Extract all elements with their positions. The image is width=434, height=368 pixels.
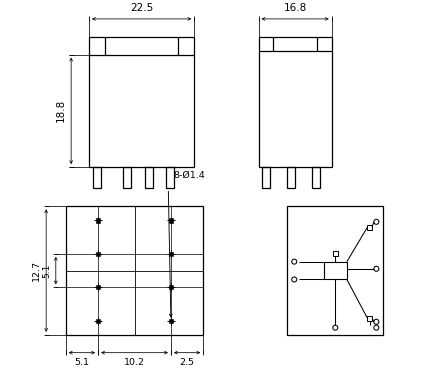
Text: 8-Ø1.4: 8-Ø1.4 (173, 170, 205, 180)
Text: 22.5: 22.5 (130, 3, 153, 13)
Text: 10.2: 10.2 (124, 358, 145, 367)
Bar (168, 218, 173, 223)
Text: 18.8: 18.8 (56, 99, 66, 123)
Bar (96, 252, 100, 256)
Text: 12.7: 12.7 (32, 260, 41, 281)
Text: 16.8: 16.8 (283, 3, 306, 13)
Text: 2.5: 2.5 (179, 358, 194, 367)
Bar (96, 285, 100, 289)
Bar (96, 218, 100, 223)
Bar (168, 252, 173, 256)
Text: 5.1: 5.1 (42, 263, 51, 278)
Bar (168, 319, 173, 323)
Text: 5.1: 5.1 (74, 358, 89, 367)
Bar (168, 285, 173, 289)
Bar (96, 319, 100, 323)
